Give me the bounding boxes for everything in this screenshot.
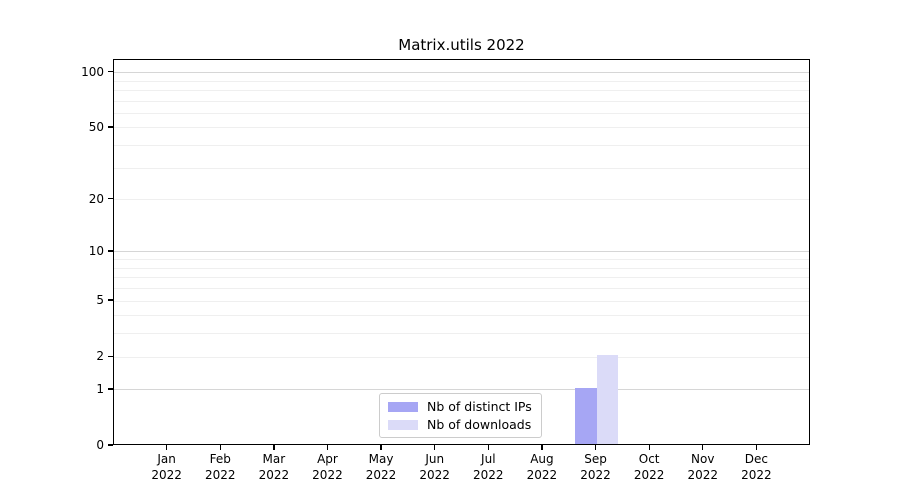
x-tick-mark — [755, 445, 758, 450]
x-tick-label: Aug 2022 — [502, 451, 582, 483]
y-gridline-minor — [114, 100, 809, 102]
x-tick-label: Feb 2022 — [180, 451, 260, 483]
y-gridline-minor — [114, 145, 809, 147]
x-tick-mark — [702, 445, 704, 450]
x-tick-mark — [326, 445, 329, 450]
x-tick-label-month: Feb — [209, 452, 231, 466]
x-tick-label: Dec 2022 — [716, 451, 796, 483]
plot-area: Nb of distinct IPs Nb of downloads — [113, 59, 810, 445]
x-tick-label-month: Sep — [584, 452, 607, 466]
x-tick-label-year: 2022 — [204, 468, 236, 482]
x-tick-label-year: 2022 — [741, 468, 772, 482]
legend-swatch-distinct-ips — [388, 401, 418, 412]
y-gridline-minor — [114, 80, 809, 82]
y-tick-mark — [108, 388, 113, 390]
x-tick-label: Sep 2022 — [556, 451, 636, 483]
y-tick-label: 1 — [96, 381, 104, 396]
chart-title: Matrix.utils 2022 — [398, 36, 525, 54]
x-tick-label-year: 2022 — [258, 468, 290, 482]
x-tick-label-month: May — [368, 452, 394, 466]
x-tick-label: May 2022 — [341, 451, 421, 483]
x-tick-label-month: Oct — [638, 452, 660, 466]
x-tick-label: Mar 2022 — [234, 451, 314, 483]
x-tick-label-year: 2022 — [633, 468, 665, 482]
x-tick-label-month: Nov — [691, 452, 715, 466]
y-tick-mark — [108, 299, 113, 301]
y-gridline-minor — [114, 333, 809, 335]
x-tick-label-month: Jul — [481, 452, 496, 466]
x-tick-label: Apr 2022 — [287, 451, 367, 483]
y-gridline-minor — [114, 356, 809, 358]
y-tick-label: 2 — [96, 349, 104, 364]
x-tick-label-year: 2022 — [580, 468, 611, 482]
y-gridline-minor — [114, 315, 809, 317]
y-gridline-minor — [114, 112, 809, 114]
x-tick-mark — [594, 445, 597, 450]
x-tick-label: Jul 2022 — [448, 451, 528, 483]
legend-label-distinct-ips: Nb of distinct IPs — [427, 399, 532, 414]
legend-item-distinct-ips: Nb of distinct IPs — [388, 399, 532, 414]
y-gridline-minor — [114, 167, 809, 169]
x-tick-mark — [166, 445, 168, 450]
x-tick-label-month: Aug — [530, 452, 554, 466]
x-tick-mark — [380, 445, 382, 450]
x-tick-mark — [434, 445, 436, 450]
x-tick-label-year: 2022 — [687, 468, 719, 482]
x-tick-label-year: 2022 — [419, 468, 450, 482]
x-tick-label: Oct 2022 — [609, 451, 689, 483]
bar-nb-of-downloads — [596, 355, 618, 444]
x-tick-label-year: 2022 — [151, 468, 182, 482]
y-gridline-major — [114, 251, 809, 253]
y-tick-label: 5 — [96, 293, 104, 308]
y-tick-mark — [108, 70, 113, 73]
y-tick-mark — [108, 355, 113, 357]
x-tick-mark — [487, 445, 489, 450]
y-gridline-minor — [114, 259, 809, 261]
x-tick-label-month: Dec — [744, 452, 768, 466]
x-tick-mark — [648, 445, 650, 450]
x-tick-label-year: 2022 — [365, 468, 397, 482]
x-tick-label-month: Mar — [262, 452, 286, 466]
x-tick-mark — [273, 445, 275, 450]
y-tick-mark — [108, 126, 113, 128]
y-tick-label: 50 — [88, 119, 104, 134]
legend: Nb of distinct IPs Nb of downloads — [379, 393, 542, 438]
y-tick-mark — [108, 250, 113, 252]
y-gridline-minor — [114, 199, 809, 201]
x-tick-mark — [541, 445, 543, 450]
x-tick-label-year: 2022 — [473, 468, 504, 482]
x-tick-label-month: Jan — [157, 452, 176, 466]
x-tick-mark — [219, 445, 221, 450]
x-tick-label-year: 2022 — [526, 468, 558, 482]
x-tick-label: Jun 2022 — [395, 451, 475, 483]
y-tick-label: 0 — [96, 438, 104, 452]
y-tick-label: 100 — [81, 64, 104, 79]
legend-label-downloads: Nb of downloads — [427, 417, 532, 432]
y-gridline-major — [114, 389, 809, 391]
legend-item-downloads: Nb of downloads — [388, 417, 532, 432]
y-tick-label: 20 — [88, 191, 104, 206]
y-gridline-minor — [114, 300, 809, 302]
y-tick-mark — [108, 198, 113, 200]
bar-nb-of-distinct-ips — [575, 387, 597, 444]
y-gridline-minor — [114, 127, 809, 129]
y-gridline-minor — [114, 277, 809, 279]
y-gridline-minor — [114, 267, 809, 269]
x-tick-label: Jan 2022 — [127, 451, 207, 483]
y-tick-label: 10 — [88, 243, 104, 258]
x-tick-label-month: Apr — [317, 452, 338, 466]
legend-swatch-downloads — [388, 419, 418, 430]
y-gridline-minor — [114, 288, 809, 290]
y-gridline-major — [114, 72, 809, 74]
x-tick-label-month: Jun — [425, 452, 445, 466]
y-tick-mark — [108, 444, 113, 446]
x-tick-label-year: 2022 — [312, 468, 343, 482]
y-gridline-minor — [114, 89, 809, 91]
x-tick-label: Nov 2022 — [663, 451, 743, 483]
